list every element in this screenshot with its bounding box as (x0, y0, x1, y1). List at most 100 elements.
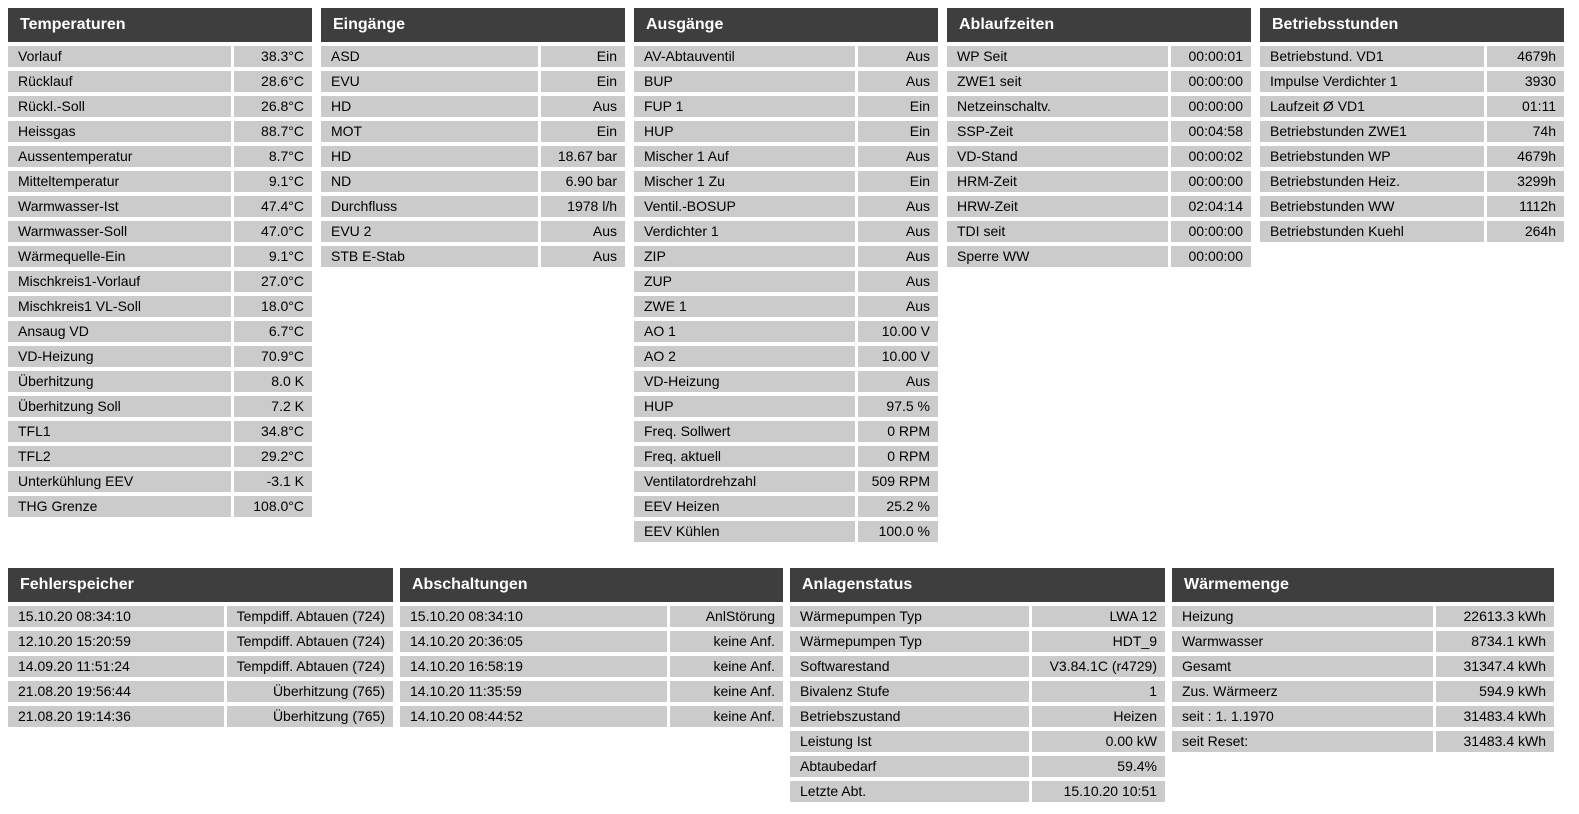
table-row: Rückl.-Soll 26.8°C (8, 96, 312, 117)
panel-fehlerspeicher-rows: 15.10.20 08:34:10 Tempdiff. Abtauen (724)… (8, 606, 393, 727)
table-row: FUP 1 Ein (634, 96, 938, 117)
row-label: Aussentemperatur (8, 146, 231, 167)
table-row: Betriebstunden WP 4679h (1260, 146, 1564, 167)
row-label: EEV Heizen (634, 496, 855, 517)
row-label: Warmwasser-Soll (8, 221, 231, 242)
row-label: Wärmepumpen Typ (790, 606, 1029, 627)
row-value: 9.1°C (234, 246, 312, 267)
table-row: ZUP Aus (634, 271, 938, 292)
row-value: Tempdiff. Abtauen (724) (227, 656, 393, 677)
row-label: Betriebstund. VD1 (1260, 46, 1484, 67)
row-value: Aus (858, 196, 938, 217)
row-label: AO 1 (634, 321, 855, 342)
table-row: Mischkreis1 VL-Soll 18.0°C (8, 296, 312, 317)
table-row: Netzeinschaltv. 00:00:00 (947, 96, 1251, 117)
row-label: Betriebstunden Heiz. (1260, 171, 1484, 192)
row-label: FUP 1 (634, 96, 855, 117)
row-label: Durchfluss (321, 196, 538, 217)
row-value: 28.6°C (234, 71, 312, 92)
row-label: Netzeinschaltv. (947, 96, 1168, 117)
row-value: 108.0°C (234, 496, 312, 517)
table-row: Rücklauf 28.6°C (8, 71, 312, 92)
row-value: 29.2°C (234, 446, 312, 467)
row-label: Laufzeit Ø VD1 (1260, 96, 1484, 117)
row-value: 0 RPM (858, 446, 938, 467)
row-value: 6.7°C (234, 321, 312, 342)
row-value: 34.8°C (234, 421, 312, 442)
row-value: Aus (541, 221, 625, 242)
row-label: HUP (634, 121, 855, 142)
table-row: Laufzeit Ø VD1 01:11 (1260, 96, 1564, 117)
table-row: HD 18.67 bar (321, 146, 625, 167)
table-row: Überhitzung 8.0 K (8, 371, 312, 392)
row-value: 9.1°C (234, 171, 312, 192)
table-row: Betriebszustand Heizen (790, 706, 1165, 727)
row-label: STB E-Stab (321, 246, 538, 267)
row-label: TFL1 (8, 421, 231, 442)
row-label: Ventilatordrehzahl (634, 471, 855, 492)
row-value: keine Anf. (670, 631, 783, 652)
row-value: keine Anf. (670, 656, 783, 677)
row-value: 00:00:01 (1171, 46, 1251, 67)
row-value: 74h (1487, 121, 1564, 142)
table-row: 14.09.20 11:51:24 Tempdiff. Abtauen (724) (8, 656, 393, 677)
table-row: ASD Ein (321, 46, 625, 67)
row-value: 31483.4 kWh (1436, 706, 1554, 727)
table-row: Freq. aktuell 0 RPM (634, 446, 938, 467)
row-label: AO 2 (634, 346, 855, 367)
table-row: Gesamt 31347.4 kWh (1172, 656, 1554, 677)
row-value: 00:00:00 (1171, 71, 1251, 92)
panel-anlagenstatus: Anlagenstatus Wärmepumpen Typ LWA 12 Wärme… (790, 568, 1165, 802)
table-row: 14.10.20 20:36:05 keine Anf. (400, 631, 783, 652)
row-value: 3930 (1487, 71, 1564, 92)
table-row: Warmwasser-Soll 47.0°C (8, 221, 312, 242)
row-value: Überhitzung (765) (227, 681, 393, 702)
row-label: 14.10.20 16:58:19 (400, 656, 667, 677)
row-value: 01:11 (1487, 96, 1564, 117)
panel-ablaufzeiten-rows: WP Seit 00:00:01 ZWE1 seit 00:00:00 Netzeins… (947, 46, 1251, 267)
row-value: 00:00:00 (1171, 171, 1251, 192)
table-row: ZIP Aus (634, 246, 938, 267)
row-label: 21.08.20 19:14:36 (8, 706, 224, 727)
row-value: Heizen (1032, 706, 1165, 727)
table-row: HRW-Zeit 02:04:14 (947, 196, 1251, 217)
panel-betriebsstunden: Betriebsstunden Betriebstund. VD1 4679h Im… (1260, 8, 1564, 242)
row-value: 10.00 V (858, 346, 938, 367)
row-label: seit Reset: (1172, 731, 1433, 752)
panel-ausgaenge: Ausgänge AV-Abtauventil Aus BUP Aus FUP 1 Ein… (634, 8, 938, 542)
table-row: 14.10.20 16:58:19 keine Anf. (400, 656, 783, 677)
table-row: HRM-Zeit 00:00:00 (947, 171, 1251, 192)
panel-temperaturen: Temperaturen Vorlauf 38.3°C Rücklauf 28.6°C… (8, 8, 312, 517)
table-row: Ansaug VD 6.7°C (8, 321, 312, 342)
row-label: Letzte Abt. (790, 781, 1029, 802)
row-value: 22613.3 kWh (1436, 606, 1554, 627)
panel-anlagenstatus-rows: Wärmepumpen Typ LWA 12 Wärmepumpen Typ HDT_… (790, 606, 1165, 802)
table-row: Heissgas 88.7°C (8, 121, 312, 142)
row-value: 8.7°C (234, 146, 312, 167)
row-value: 594.9 kWh (1436, 681, 1554, 702)
table-row: HUP Ein (634, 121, 938, 142)
row-value: 0.00 kW (1032, 731, 1165, 752)
row-label: 15.10.20 08:34:10 (8, 606, 224, 627)
table-row: Ventil.-BOSUP Aus (634, 196, 938, 217)
panel-eingaenge-title: Eingänge (321, 8, 625, 42)
row-label: VD-Heizung (8, 346, 231, 367)
row-value: 18.0°C (234, 296, 312, 317)
row-label: Heizung (1172, 606, 1433, 627)
row-value: 25.2 % (858, 496, 938, 517)
table-row: Impulse Verdichter 1 3930 (1260, 71, 1564, 92)
row-value: Aus (858, 246, 938, 267)
row-value: Aus (858, 271, 938, 292)
table-row: Softwarestand V3.84.1C (r4729) (790, 656, 1165, 677)
row-label: Impulse Verdichter 1 (1260, 71, 1484, 92)
top-panel-row: Temperaturen Vorlauf 38.3°C Rücklauf 28.6°C… (8, 8, 1571, 542)
row-value: 4679h (1487, 46, 1564, 67)
row-label: ND (321, 171, 538, 192)
row-label: THG Grenze (8, 496, 231, 517)
row-value: Ein (541, 46, 625, 67)
row-label: Betriebstunden Kuehl (1260, 221, 1484, 242)
panel-temperaturen-title: Temperaturen (8, 8, 312, 42)
row-label: Bivalenz Stufe (790, 681, 1029, 702)
row-value: LWA 12 (1032, 606, 1165, 627)
row-value: 38.3°C (234, 46, 312, 67)
